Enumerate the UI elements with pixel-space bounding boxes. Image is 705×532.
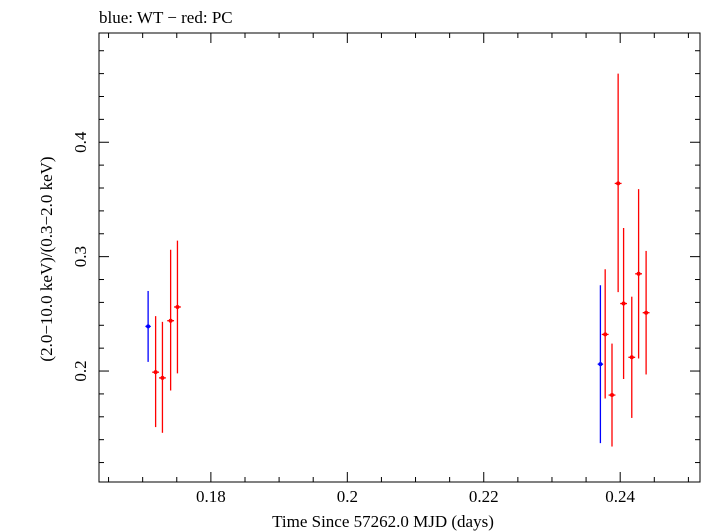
data-point xyxy=(609,393,614,398)
x-tick-labels: 0.18 0.2 0.22 0.24 xyxy=(196,487,636,506)
x-tick-label: 0.18 xyxy=(196,487,226,506)
data-point xyxy=(629,355,634,360)
data-point xyxy=(175,304,180,309)
y-tick-labels: 0.2 0.3 0.4 xyxy=(71,131,90,382)
x-tick-label: 0.24 xyxy=(605,487,635,506)
y-tick-label: 0.4 xyxy=(71,131,90,153)
y-axis-label: (2.0−10.0 keV)/(0.3−2.0 keV) xyxy=(37,156,56,361)
x-axis-label: Time Since 57262.0 MJD (days) xyxy=(272,512,494,531)
data-point xyxy=(603,332,608,337)
y-tick-label: 0.3 xyxy=(71,246,90,267)
data-point xyxy=(160,375,165,380)
data-point xyxy=(621,301,626,306)
data-point xyxy=(616,181,621,186)
data-point xyxy=(636,271,641,276)
data-marks xyxy=(145,73,650,447)
data-point xyxy=(644,310,649,315)
series-2 xyxy=(152,73,650,447)
y-tick-label: 0.2 xyxy=(71,360,90,381)
x-tick-label: 0.22 xyxy=(469,487,499,506)
data-point xyxy=(168,318,173,323)
plot-frame xyxy=(98,32,701,483)
x-tick-label: 0.2 xyxy=(337,487,358,506)
chart-title: blue: WT − red: PC xyxy=(99,8,233,27)
axis-ticks xyxy=(99,33,700,482)
series-1 xyxy=(145,285,604,444)
data-point xyxy=(153,370,158,375)
data-point xyxy=(146,324,151,329)
data-point xyxy=(598,362,603,367)
